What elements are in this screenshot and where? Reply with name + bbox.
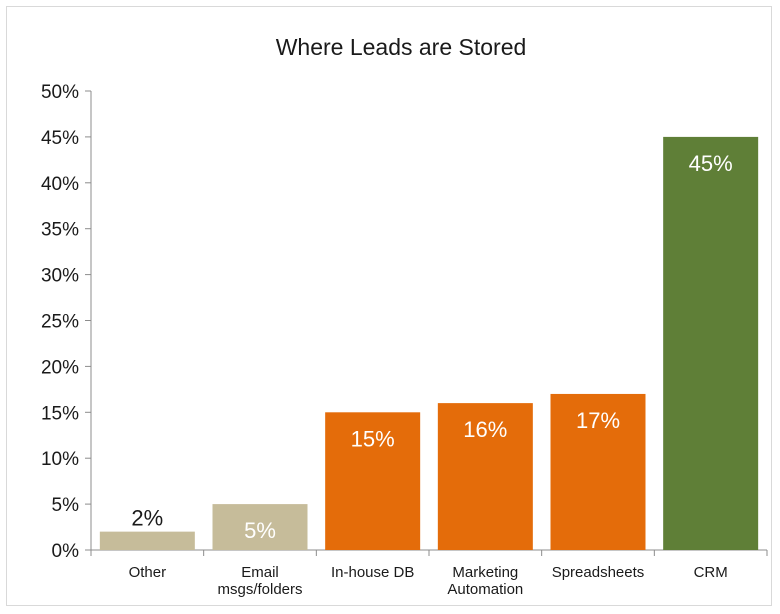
x-tick-label: Automation: [447, 581, 523, 598]
y-tick-label: 50%: [41, 82, 79, 103]
chart-bars: [99, 136, 759, 550]
y-tick-label: 10%: [41, 449, 79, 470]
x-tick-label: Email: [241, 564, 279, 581]
y-tick-label: 0%: [52, 541, 80, 562]
bar: [437, 403, 533, 550]
y-tick-label: 20%: [41, 357, 79, 378]
data-label: 2%: [131, 506, 163, 531]
y-tick-label: 15%: [41, 403, 79, 424]
data-label: 17%: [576, 408, 620, 433]
x-tick-label: Marketing: [452, 564, 518, 581]
y-tick-label: 45%: [41, 128, 79, 149]
chart-data-labels: 2% 5% 15% 16% 17% 45%: [131, 151, 732, 543]
chart-axes: [85, 90, 768, 556]
x-tick-label: Spreadsheets: [552, 564, 645, 581]
y-tick-label: 30%: [41, 266, 79, 287]
x-tick-label: Other: [129, 564, 167, 581]
x-tick-label: msgs/folders: [217, 581, 302, 598]
data-label: 16%: [463, 417, 507, 442]
y-tick-label: 35%: [41, 220, 79, 241]
bar: [325, 412, 421, 550]
x-tick-label: CRM: [694, 564, 728, 581]
y-tick-label: 40%: [41, 174, 79, 195]
x-tick-label: In-house DB: [331, 564, 414, 581]
data-label: 5%: [244, 518, 276, 543]
data-label: 15%: [351, 426, 395, 451]
y-axis-ticks: 0% 5% 10% 15% 20% 25% 30% 35% 40% 45% 50%: [41, 82, 79, 562]
data-label: 45%: [689, 151, 733, 176]
bar: [663, 136, 759, 550]
bar: [212, 504, 308, 550]
chart-title: Where Leads are Stored: [276, 34, 527, 60]
bar: [550, 393, 646, 550]
y-tick-label: 5%: [52, 495, 80, 516]
bar: [99, 531, 195, 550]
y-tick-label: 25%: [41, 312, 79, 333]
